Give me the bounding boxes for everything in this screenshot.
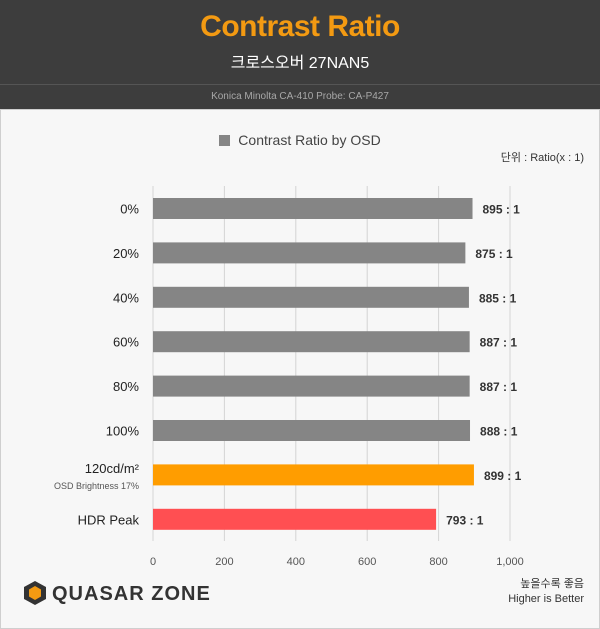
value-label: 888 : 1 bbox=[480, 425, 518, 439]
legend-label: Contrast Ratio by OSD bbox=[238, 132, 381, 148]
chart-title: Contrast Ratio bbox=[200, 10, 400, 43]
value-label: 875 : 1 bbox=[475, 247, 513, 261]
value-label: 793 : 1 bbox=[446, 513, 484, 527]
value-label: 885 : 1 bbox=[479, 291, 517, 305]
legend: Contrast Ratio by OSD bbox=[0, 132, 600, 148]
category-label: 100% bbox=[106, 424, 140, 439]
probe-info: Konica Minolta CA-410 Probe: CA-P427 bbox=[0, 84, 600, 109]
category-note: OSD Brightness 17% bbox=[54, 481, 139, 491]
x-tick-label: 200 bbox=[215, 556, 233, 568]
value-label: 895 : 1 bbox=[483, 203, 521, 217]
x-tick-label: 1,000 bbox=[496, 556, 524, 568]
category-label: 60% bbox=[113, 335, 139, 350]
category-label: 80% bbox=[113, 379, 139, 394]
category-label: 20% bbox=[113, 246, 139, 261]
value-label: 899 : 1 bbox=[484, 469, 522, 483]
bar bbox=[153, 464, 474, 486]
quasar-zone-logo-icon bbox=[24, 581, 46, 605]
bar bbox=[153, 375, 470, 397]
value-label: 887 : 1 bbox=[480, 336, 518, 350]
chart-subtitle: 크로스오버 27NAN5 bbox=[230, 55, 370, 72]
bar bbox=[153, 242, 466, 264]
chart-panel bbox=[0, 109, 600, 629]
footer-note-korean: 높을수록 좋음 bbox=[520, 578, 584, 590]
category-label: HDR Peak bbox=[78, 512, 140, 527]
x-tick-label: 400 bbox=[287, 556, 305, 568]
x-tick-label: 0 bbox=[150, 556, 156, 568]
logo-text: QUASAR ZONE bbox=[52, 583, 211, 605]
bar bbox=[153, 331, 470, 353]
legend-swatch bbox=[219, 135, 231, 146]
bar bbox=[153, 286, 469, 308]
category-label: 120cd/m² bbox=[85, 461, 140, 476]
x-tick-label: 800 bbox=[429, 556, 447, 568]
header: Contrast Ratio 크로스오버 27NAN5 bbox=[0, 0, 600, 84]
x-tick-label: 600 bbox=[358, 556, 376, 568]
footer-note-english: Higher is Better bbox=[508, 593, 584, 605]
value-label: 887 : 1 bbox=[480, 380, 518, 394]
bar bbox=[153, 198, 473, 219]
bar bbox=[153, 508, 437, 530]
footer-note: 높을수록 좋음 Higher is Better bbox=[508, 577, 584, 607]
unit-note: 단위 : Ratio(x : 1) bbox=[500, 152, 584, 164]
category-label: 40% bbox=[113, 290, 139, 305]
category-label: 0% bbox=[120, 202, 139, 217]
bar bbox=[153, 420, 471, 441]
